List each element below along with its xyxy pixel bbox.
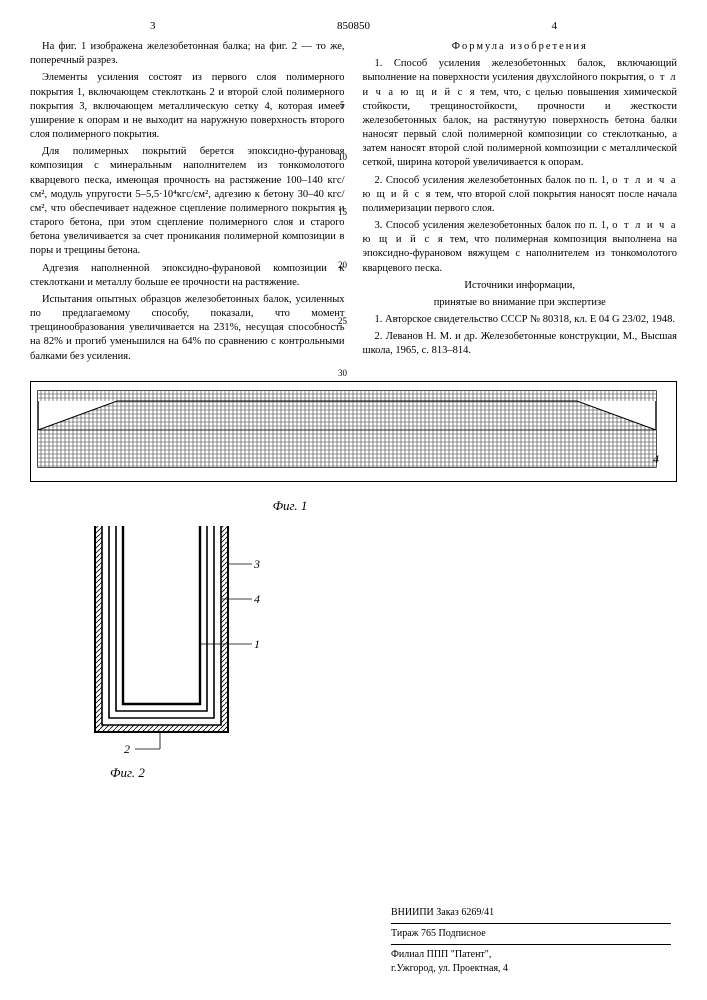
sources-subtitle: принятые во внимание при экспертизе bbox=[363, 296, 678, 310]
footer-line-4: г.Ужгород, ул. Проектная, 4 bbox=[391, 962, 671, 976]
claim-2: 2. Способ усиления железобетонных балок … bbox=[363, 174, 678, 217]
figure-1 bbox=[30, 381, 677, 482]
line-number: 10 bbox=[338, 152, 347, 162]
figure-2-label: Фиг. 2 bbox=[110, 765, 260, 781]
left-column: На фиг. 1 изображена железобетонная балк… bbox=[30, 40, 345, 367]
para: Испытания опытных образцов железобетонны… bbox=[30, 293, 345, 364]
footer-line-1: ВНИИПИ Заказ 6269/41 bbox=[391, 906, 671, 920]
claim-1: 1. Способ усиления железобетонных балок,… bbox=[363, 57, 678, 170]
figure-2-callout-3: 3 bbox=[254, 557, 260, 572]
page-number-left: 3 bbox=[150, 20, 156, 32]
footer: ВНИИПИ Заказ 6269/41 Тираж 765 Подписное… bbox=[391, 906, 671, 976]
document-number: 850850 bbox=[337, 20, 370, 32]
line-number: 25 bbox=[338, 316, 347, 326]
figure-2-callout-2: 2 bbox=[124, 742, 130, 757]
figure-2-callout-1: 1 bbox=[254, 637, 260, 652]
footer-line-2: Тираж 765 Подписное bbox=[391, 927, 671, 941]
sources-title: Источники информации, bbox=[363, 279, 678, 293]
para: Элементы усиления состоят из первого сло… bbox=[30, 71, 345, 142]
figure-2-callout-4: 4 bbox=[254, 592, 260, 607]
line-number: 30 bbox=[338, 368, 347, 378]
formula-title: Формула изобретения bbox=[363, 40, 678, 54]
figure-1-svg bbox=[37, 390, 657, 468]
para: Адгезия наполненной эпоксидно-фурановой … bbox=[30, 262, 345, 290]
figure-2-svg bbox=[80, 524, 260, 754]
right-column: Формула изобретения 1. Способ усиления ж… bbox=[363, 40, 678, 367]
para: На фиг. 1 изображена железобетонная балк… bbox=[30, 40, 345, 68]
line-number: 15 bbox=[338, 207, 347, 217]
claim-3: 3. Способ усиления железобетонных балок … bbox=[363, 219, 678, 276]
footer-line-3: Филиал ППП "Патент", bbox=[391, 948, 671, 962]
line-number: 20 bbox=[338, 260, 347, 270]
figure-2: 3 4 1 2 Фиг. 2 bbox=[80, 524, 677, 781]
line-number: 5 bbox=[340, 100, 345, 110]
para: Для полимерных покрытий берется эпоксидн… bbox=[30, 145, 345, 258]
figure-1-callout-4: 4 bbox=[653, 452, 659, 467]
page-number-right: 4 bbox=[552, 20, 558, 32]
source-2: 2. Леванов Н. М. и др. Железобетонные ко… bbox=[363, 330, 678, 358]
source-1: 1. Авторское свидетельство СССР № 80318,… bbox=[363, 313, 678, 327]
figure-1-label: Фиг. 1 bbox=[250, 498, 330, 514]
